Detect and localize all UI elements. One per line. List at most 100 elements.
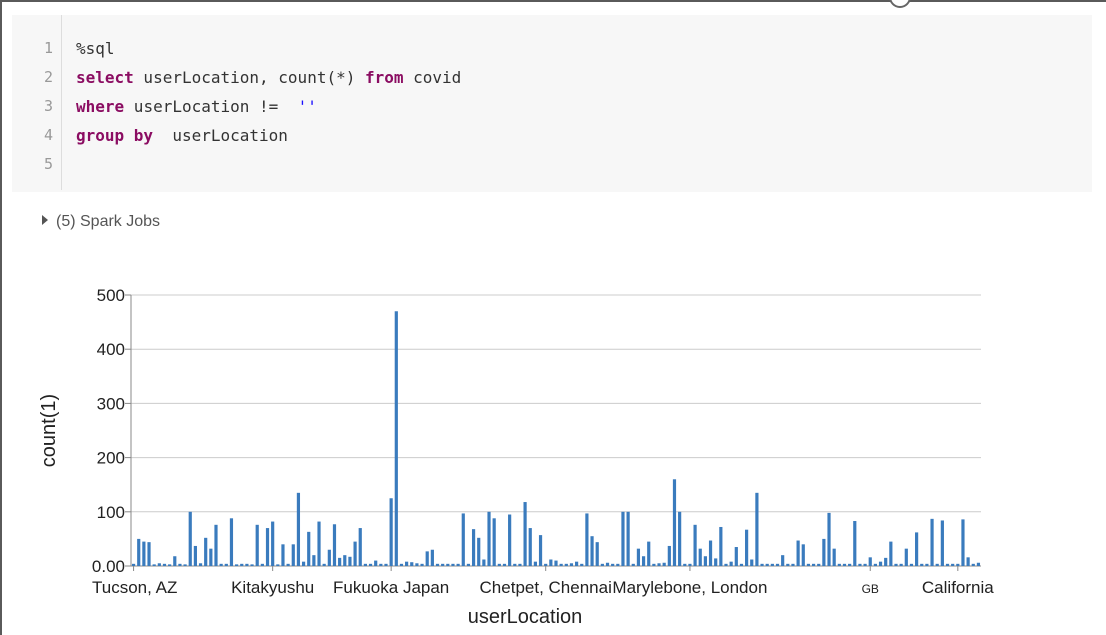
bar (966, 557, 970, 566)
bar (430, 549, 434, 566)
bar (662, 562, 666, 566)
bar (703, 556, 707, 566)
bar (868, 557, 872, 566)
bar (379, 563, 383, 566)
y-tick-label: 200 (97, 449, 125, 468)
bar (415, 563, 419, 566)
bar (559, 563, 563, 566)
x-tick-label: Fukuoka Japan (333, 578, 449, 597)
bar (935, 563, 939, 566)
bar (600, 563, 604, 566)
bar (508, 514, 512, 566)
bar (688, 563, 692, 566)
bar (245, 563, 249, 566)
bar (858, 563, 862, 566)
bar (461, 513, 465, 566)
code-line[interactable]: %sql (76, 34, 115, 63)
y-tick-label: 400 (97, 340, 125, 359)
bar (276, 564, 280, 566)
bar-chart: 0.00 100 200 300 400 500 Tucson, AZ Kitakyushu F… (38, 286, 994, 628)
bar (198, 563, 203, 566)
code-line[interactable]: where userLocation != '' (76, 92, 317, 121)
bar (384, 563, 388, 566)
bar (734, 547, 738, 566)
x-tick-label: Kitakyushu (231, 578, 314, 597)
bar (544, 563, 548, 566)
bar (518, 563, 522, 566)
sql-keyword: group by (76, 126, 154, 145)
bar (575, 561, 579, 566)
bar (265, 528, 270, 566)
x-tick-label: Chetpet, Chennai (480, 578, 612, 597)
bar (271, 521, 275, 566)
bar (471, 529, 476, 566)
bar (894, 563, 898, 566)
sql-keyword: select (76, 68, 134, 87)
bar (822, 538, 826, 566)
bar (229, 518, 234, 566)
bar (399, 563, 404, 566)
caret-right-icon (42, 215, 48, 225)
bar (765, 563, 769, 566)
y-tick-label: 300 (97, 394, 125, 413)
bar (497, 563, 501, 566)
bar (961, 519, 965, 566)
bar (425, 551, 429, 566)
bar (441, 563, 445, 566)
bar (204, 537, 208, 566)
bar (332, 524, 337, 566)
cell-status-indicator (889, 0, 911, 8)
bar (641, 556, 646, 566)
bar (719, 526, 723, 566)
bar (363, 563, 367, 566)
bar (466, 563, 471, 566)
line-number: 5 (43, 155, 53, 173)
bar (152, 564, 156, 566)
bar (569, 563, 574, 566)
bar (554, 560, 558, 566)
bar (528, 528, 532, 566)
bar (945, 563, 950, 566)
bar (626, 511, 630, 566)
bar (178, 563, 182, 566)
bar (255, 524, 259, 566)
y-tick-label: 500 (97, 286, 125, 305)
bar (842, 563, 847, 566)
bar (374, 560, 378, 566)
code-line[interactable]: group by userLocation (76, 121, 288, 150)
y-tick-label: 100 (97, 503, 125, 522)
bar (173, 556, 177, 566)
bar (183, 564, 187, 566)
bar (291, 544, 295, 566)
bar (142, 541, 146, 566)
sql-keyword: from (364, 68, 404, 87)
bar (827, 512, 831, 566)
bar (652, 563, 656, 566)
sql-keyword: where (76, 97, 125, 116)
bar (240, 563, 244, 566)
bar (456, 563, 460, 566)
bar (420, 563, 424, 566)
bar (162, 563, 167, 566)
bar (791, 563, 795, 566)
bar (863, 563, 867, 566)
bar (250, 564, 254, 566)
bar (611, 563, 615, 566)
bar (889, 541, 893, 566)
code-cell[interactable]: 1 2 3 4 5 %sql select userLocation, count(*) … (12, 15, 1092, 192)
bar (564, 563, 568, 566)
bar (358, 528, 362, 566)
bar (343, 555, 347, 566)
bar (296, 492, 301, 566)
bar (590, 536, 594, 566)
code-line[interactable]: select userLocation, count(*) from covid (76, 63, 461, 92)
bar (260, 563, 264, 566)
bar (435, 563, 440, 566)
window-frame-left (0, 0, 2, 635)
bar (801, 544, 805, 566)
bar (487, 511, 491, 566)
spark-jobs-toggle[interactable]: (5) Spark Jobs (42, 213, 160, 231)
bar (848, 563, 852, 566)
bar (538, 535, 543, 566)
bar (214, 524, 218, 566)
